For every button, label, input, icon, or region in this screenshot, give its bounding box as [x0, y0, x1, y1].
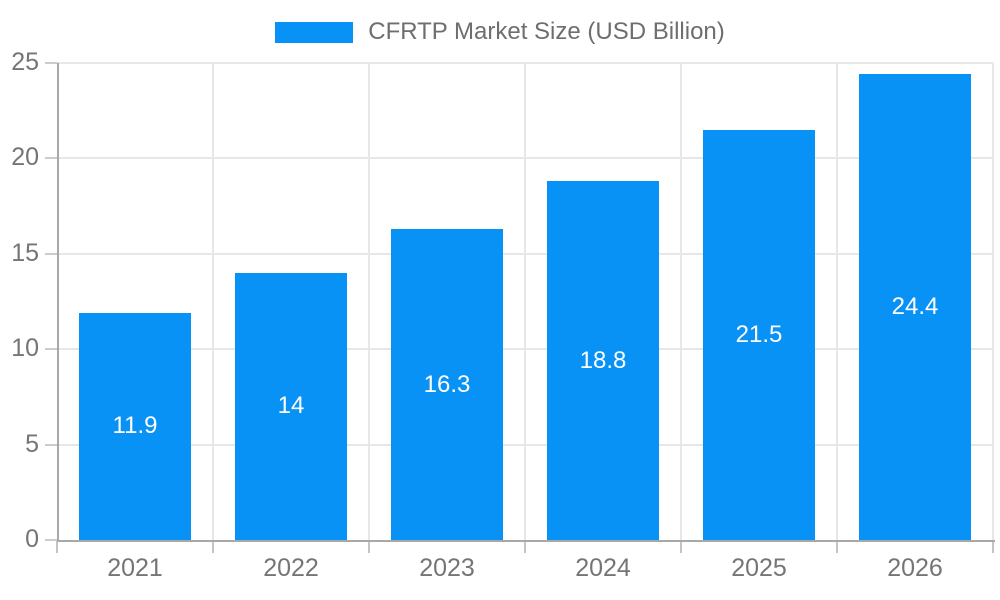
- x-axis-label: 2024: [575, 554, 631, 582]
- bar-value-label: 11.9: [112, 412, 158, 440]
- bar-value-label: 14: [277, 392, 305, 420]
- y-axis-tick: [45, 539, 57, 541]
- gridline-vertical: [368, 63, 370, 540]
- x-axis-tick: [368, 540, 370, 553]
- x-axis-tick: [680, 540, 682, 553]
- x-axis-line: [57, 540, 995, 542]
- y-axis-label: 15: [11, 238, 39, 267]
- plot-area: 2026 24.4 2025 21.5 2024 18.8 2023 16.3 2022 14 20…: [11, 50, 995, 582]
- gridline-vertical: [524, 63, 526, 540]
- gridline-vertical: [680, 63, 682, 540]
- bar-value-label: 18.8: [579, 346, 627, 374]
- gridline-horizontal: [57, 348, 993, 351]
- y-axis-label: 20: [11, 143, 39, 172]
- y-axis-tick: [45, 443, 57, 446]
- y-axis-line: [57, 63, 59, 540]
- y-axis-tick: [45, 157, 57, 160]
- bar[interactable]: 18.8: [547, 181, 659, 540]
- legend-swatch: [275, 21, 354, 43]
- bar[interactable]: 14: [235, 272, 347, 540]
- y-axis-tick: [45, 252, 57, 255]
- gridline-vertical: [836, 63, 838, 540]
- bar[interactable]: 21.5: [703, 129, 815, 540]
- gridline-horizontal: [57, 62, 993, 64]
- y-axis-label: 0: [25, 525, 39, 553]
- bar[interactable]: 24.4: [859, 74, 971, 540]
- y-axis-label: 25: [11, 48, 39, 76]
- x-axis-label: 2021: [107, 554, 163, 582]
- gridline-horizontal: [57, 157, 993, 160]
- x-axis-tick: [992, 540, 994, 553]
- bar-value-label: 24.4: [891, 293, 939, 321]
- y-axis-label: 10: [11, 334, 39, 363]
- gridline-horizontal: [57, 252, 993, 255]
- gridline-horizontal: [57, 443, 993, 446]
- y-axis-tick: [45, 348, 57, 351]
- x-axis-label: 2022: [263, 554, 319, 582]
- x-axis-label: 2023: [419, 554, 475, 582]
- legend-label: CFRTP Market Size (USD Billion): [368, 18, 725, 45]
- bar[interactable]: 16.3: [391, 229, 503, 540]
- x-axis-label: 2026: [887, 554, 943, 582]
- bar-value-label: 16.3: [423, 370, 471, 398]
- y-axis-tick: [45, 62, 57, 64]
- gridline-vertical: [212, 63, 214, 540]
- y-axis-label: 5: [25, 429, 39, 458]
- bar[interactable]: 11.9: [79, 312, 191, 540]
- x-axis-tick: [524, 540, 526, 553]
- bar-value-label: 21.5: [735, 320, 783, 348]
- x-axis-label: 2025: [731, 554, 787, 582]
- gridline-vertical: [992, 63, 994, 540]
- x-axis-tick: [836, 540, 838, 553]
- chart-legend[interactable]: CFRTP Market Size (USD Billion): [0, 18, 1000, 45]
- x-axis-tick: [212, 540, 214, 553]
- x-axis-tick: [56, 540, 58, 553]
